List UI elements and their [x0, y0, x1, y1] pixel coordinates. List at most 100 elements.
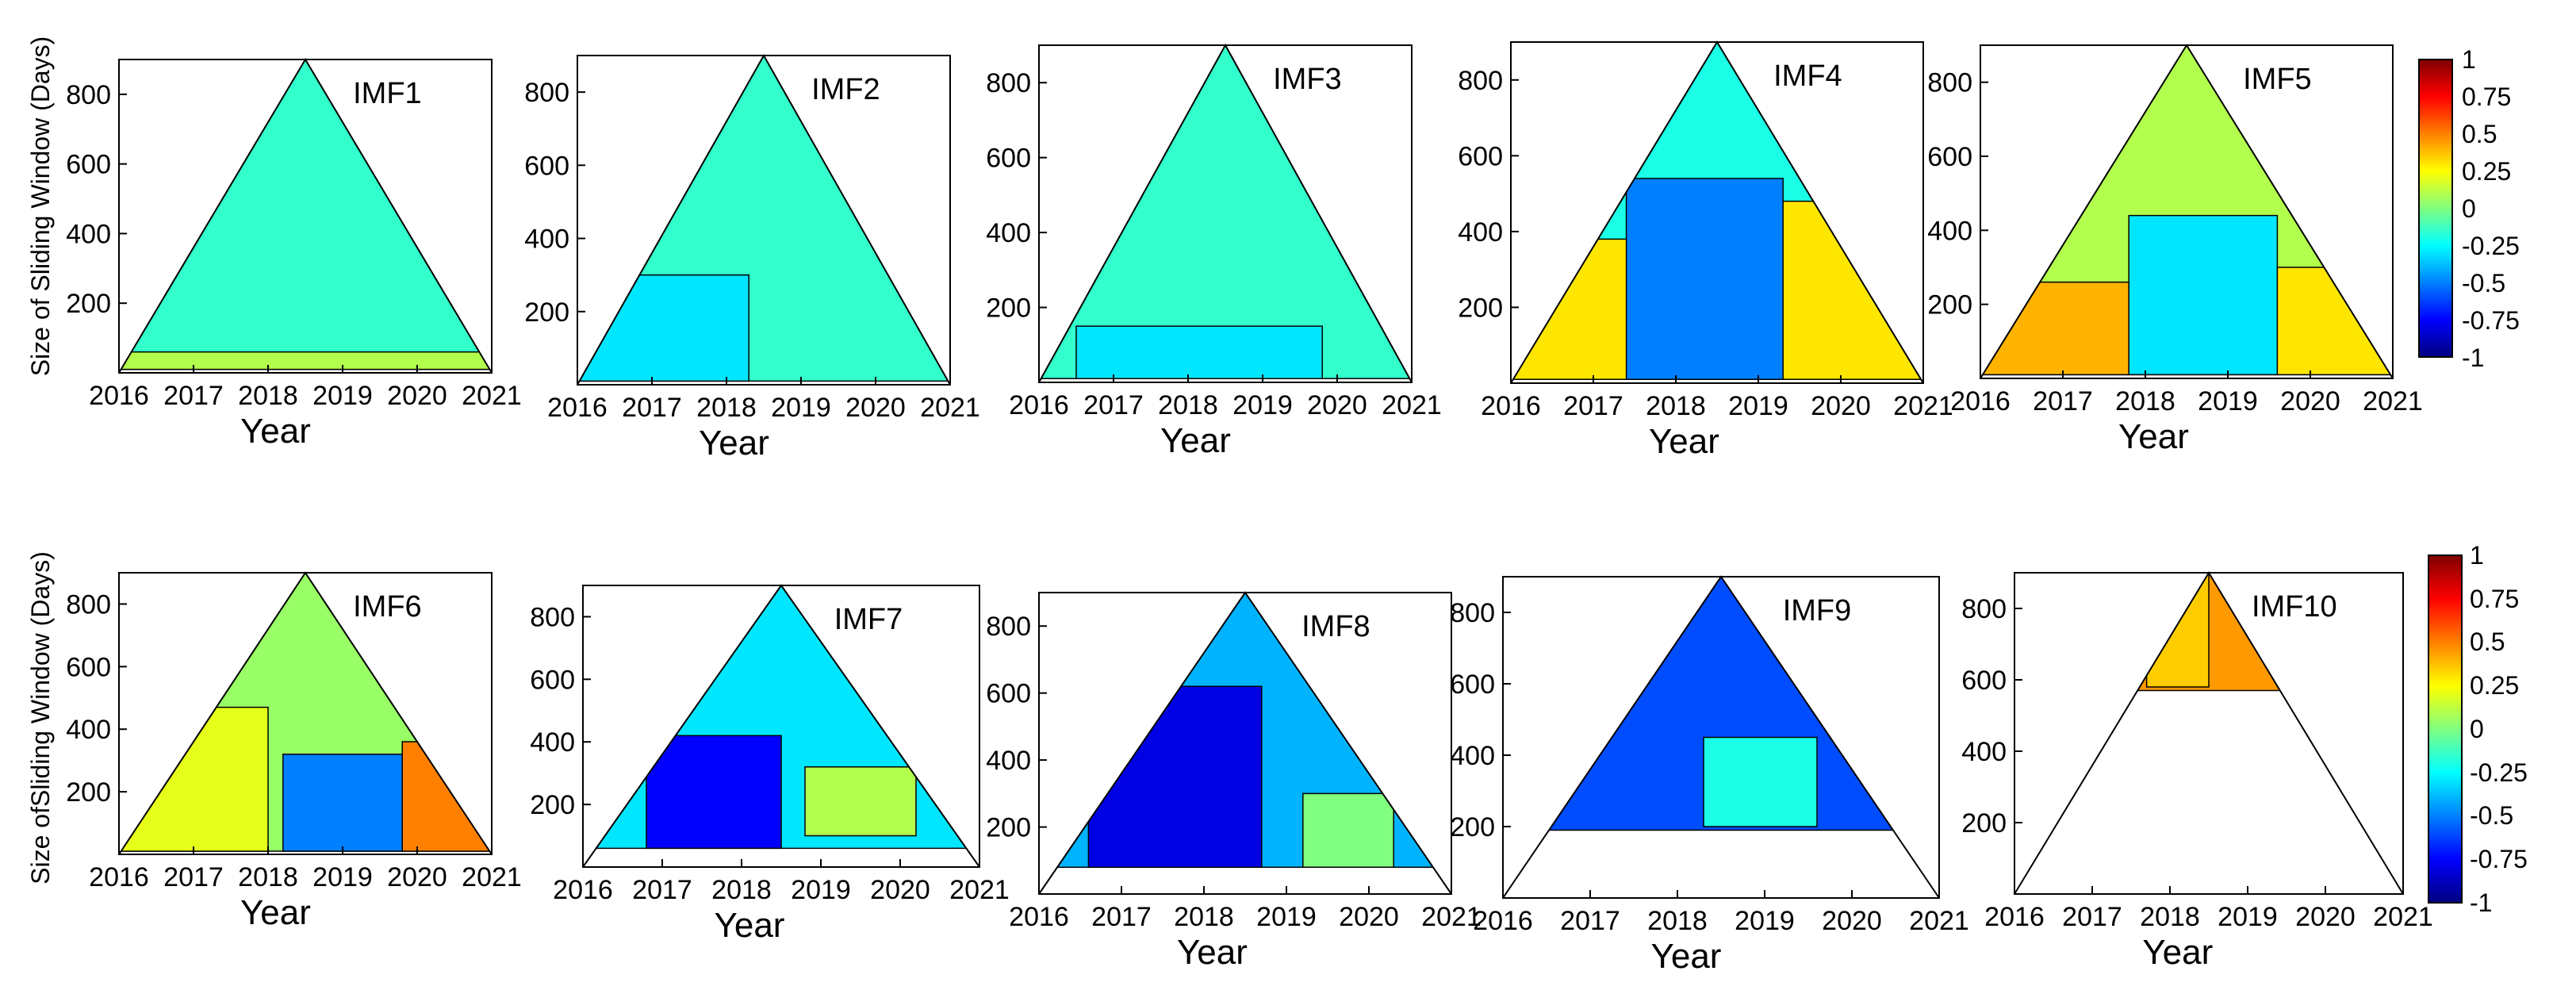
x-tick-label: 2020 [1822, 906, 1882, 936]
x-tick-label: 2018 [1646, 391, 1706, 421]
axes-box [1980, 44, 2394, 379]
y-tick-label: 200 [1450, 812, 1495, 842]
colorbar-bottom-tick: 0.5 [2470, 627, 2505, 656]
x-tick-label: 2017 [1563, 391, 1623, 421]
x-tick-label: 2017 [163, 381, 224, 411]
x-tick-label: 2017 [163, 862, 224, 892]
x-tick-label: 2020 [1339, 902, 1399, 932]
contour-region [1625, 178, 1784, 380]
x-tick-label: 2019 [771, 393, 831, 423]
colorbar-bottom-tick: -0.5 [2470, 801, 2513, 830]
x-tick-label: 2018 [1158, 390, 1218, 420]
x-tick-label: 2021 [1382, 390, 1442, 420]
regions [1511, 178, 1923, 380]
colorbar-bottom-tick: 1 [2470, 541, 2484, 570]
x-tick-label: 2018 [238, 862, 298, 892]
colorbar-bottom-tick: 0.25 [2470, 671, 2519, 700]
y-tick-label: 800 [1450, 598, 1495, 628]
y-tick-label: 400 [530, 727, 575, 758]
y-tick-label: 600 [986, 679, 1031, 709]
colorbar-bottom-tick: 0.75 [2470, 585, 2519, 613]
x-tick-label: 2020 [845, 393, 906, 423]
x-tick-label: 2021 [462, 381, 522, 411]
y-tick-label: 200 [66, 289, 111, 319]
axes-box [1038, 44, 1413, 383]
panel-title: IMF4 [1773, 59, 1842, 93]
colorbar-top-tick: 0.5 [2462, 120, 2497, 148]
x-tick-label: 2020 [2280, 386, 2340, 416]
y-tick-label: 200 [986, 813, 1031, 843]
y-tick-label: 600 [530, 665, 575, 695]
contour-region [577, 274, 749, 382]
y-tick-label: 600 [1450, 670, 1495, 700]
contour-region [804, 766, 917, 837]
colorbar-bottom-bar [2428, 554, 2463, 904]
contour-region [1511, 238, 1635, 380]
colorbar-top-tick: -0.5 [2462, 269, 2505, 297]
x-tick-label: 2019 [2198, 386, 2258, 416]
colorbar-top-tick: -1 [2462, 343, 2484, 372]
x-tick-label: 2021 [1909, 906, 1969, 936]
y-tick-label: 200 [524, 297, 569, 328]
regions [2145, 573, 2210, 688]
x-tick-label: 2019 [791, 875, 851, 905]
x-tick-label: 2021 [2373, 902, 2433, 932]
contour-region [282, 754, 403, 852]
x-tick-label: 2017 [622, 393, 682, 423]
contour-region [2276, 267, 2393, 376]
contour-region [1087, 685, 1263, 868]
panel-title: IMF6 [353, 590, 422, 624]
regions [1075, 325, 1323, 380]
x-axis-label: Year [1651, 937, 1722, 976]
y-tick-label: 200 [1961, 808, 2007, 838]
x-tick-label: 2021 [949, 875, 1010, 905]
y-tick-label: 200 [1458, 293, 1503, 323]
regions [577, 274, 749, 382]
x-tick-label: 2016 [1009, 902, 1069, 932]
panel-title: IMF1 [353, 77, 422, 110]
y-tick-label: 800 [524, 78, 569, 108]
y-tick-label: 800 [66, 80, 111, 110]
x-tick-label: 2021 [1421, 902, 1482, 932]
x-tick-label: 2019 [312, 381, 373, 411]
axes-box [577, 55, 951, 386]
x-tick-label: 2017 [1560, 906, 1620, 936]
colorbar-top: 1 0.75 0.5 0.25 0 -0.25 -0.5 -0.75 -1 [2418, 45, 2520, 372]
x-tick-label: 2019 [1256, 902, 1317, 932]
y-tick-label: 400 [524, 224, 569, 255]
colorbar-top-tick: 1 [2462, 45, 2476, 74]
x-tick-label: 2018 [711, 875, 772, 905]
x-tick-label: 2018 [1647, 906, 1708, 936]
contour-region [1302, 792, 1394, 868]
axes-box [1510, 41, 1924, 384]
x-tick-label: 2017 [2033, 386, 2093, 416]
x-tick-label: 2019 [1728, 391, 1788, 421]
y-tick-label: 800 [1961, 594, 2007, 624]
y-tick-label: 600 [986, 144, 1031, 174]
axes-box [1038, 592, 1452, 895]
contour-region [646, 735, 782, 850]
y-axis-label-top: Size of Sliding Window (Days) [26, 36, 55, 377]
regions [646, 735, 917, 850]
y-tick-label: 200 [530, 790, 575, 820]
axes-box [582, 585, 980, 868]
x-tick-label: 2016 [89, 381, 149, 411]
colorbar-bottom-tick: 0 [2470, 715, 2484, 743]
x-axis-label: Year [1160, 421, 1231, 460]
axes-box [1502, 576, 1940, 899]
colorbar-top-tick: -0.75 [2462, 306, 2520, 335]
x-tick-label: 2016 [1984, 902, 2045, 932]
x-tick-label: 2018 [1174, 902, 1234, 932]
y-tick-label: 800 [66, 589, 111, 620]
x-tick-label: 2018 [696, 393, 757, 423]
colorbar-bottom-tick: -0.25 [2470, 758, 2528, 787]
colorbar-top-ticks: 1 0.75 0.5 0.25 0 -0.25 -0.5 -0.75 -1 [2462, 45, 2520, 372]
y-tick-label: 800 [1458, 66, 1503, 96]
x-tick-label: 2020 [387, 862, 447, 892]
colorbar-top-tick: 0 [2462, 194, 2476, 223]
y-tick-label: 200 [66, 777, 111, 808]
colorbar-top-tick: -0.25 [2462, 232, 2520, 260]
x-tick-label: 2017 [1083, 390, 1144, 420]
y-tick-label: 200 [1927, 290, 1972, 320]
